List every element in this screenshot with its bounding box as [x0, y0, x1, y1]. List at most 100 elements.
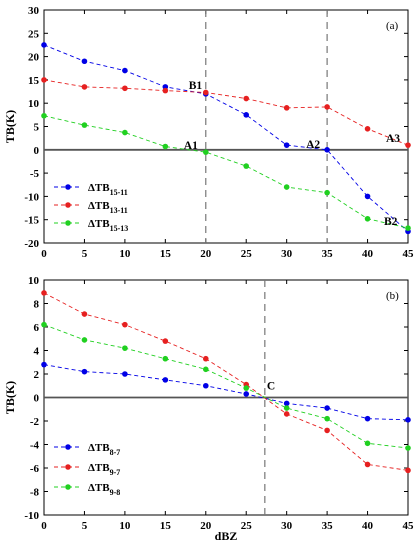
data-point: [405, 417, 411, 423]
data-point: [324, 104, 330, 110]
series-line-15-11: [43, 44, 409, 232]
data-point: [405, 142, 411, 148]
y-tick-label: 4: [34, 346, 40, 358]
y-tick-label: -20: [24, 238, 39, 250]
y-tick-label: 10: [28, 275, 40, 287]
y-tick-label: -10: [24, 510, 39, 522]
x-tick-label: 35: [322, 248, 334, 260]
y-tick-label: 25: [28, 28, 40, 40]
annotation-label: B1: [189, 80, 203, 92]
data-point: [283, 411, 290, 417]
data-point: [364, 440, 371, 447]
data-point: [243, 95, 250, 102]
y-axis-label: TB(K): [3, 381, 17, 414]
y-tick-label: -2: [30, 416, 40, 428]
data-point: [283, 105, 290, 111]
data-point: [122, 321, 128, 328]
data-point: [202, 149, 209, 155]
data-point: [405, 445, 411, 451]
series-line-9-7: [43, 292, 409, 471]
legend-entry: ΔTB13-11: [88, 200, 128, 215]
y-tick-label: 2: [34, 369, 40, 381]
y-tick-label: -4: [30, 440, 40, 452]
data-point: [243, 163, 250, 169]
plot-frame: [43, 9, 409, 244]
data-point: [324, 427, 330, 434]
x-tick-label: 10: [119, 248, 131, 260]
data-point: [243, 385, 250, 391]
x-tick-label: 40: [362, 520, 374, 532]
x-tick-label: 5: [82, 248, 88, 260]
data-point: [283, 142, 290, 148]
data-point: [324, 189, 330, 196]
data-point: [202, 89, 209, 96]
x-tick-label: 0: [41, 248, 47, 260]
x-tick-label: 30: [281, 248, 293, 260]
legend-entry: ΔTB9-8: [88, 482, 120, 497]
y-tick-label: 15: [28, 75, 40, 87]
legend-entry: ΔTB9-7: [88, 462, 120, 477]
panel-label: (a): [386, 20, 399, 32]
data-point: [283, 400, 290, 407]
panel-a: 0 5 10 15 20 25 30 35 40 45 30 25 20 15 10 5 0 -5 -10 -15 -2…: [3, 5, 414, 260]
y-tick-label: -6: [30, 463, 40, 475]
data-point: [405, 467, 411, 474]
data-point: [41, 361, 47, 368]
data-point: [41, 42, 47, 48]
data-point: [283, 405, 290, 411]
data-point: [202, 355, 209, 362]
data-point: [41, 321, 47, 328]
legend-marker: [65, 444, 71, 450]
x-tick-label: 45: [403, 520, 415, 532]
x-axis-label: dBZ: [215, 529, 238, 543]
annotation-label: C: [267, 381, 275, 393]
annotation-label: A2: [306, 139, 320, 151]
data-point: [162, 87, 169, 94]
legend-marker: [65, 220, 71, 226]
y-tick-label: 0: [34, 145, 40, 157]
y-tick-label: 8: [34, 299, 40, 311]
data-point: [243, 391, 250, 397]
legend-marker: [65, 202, 71, 208]
x-tick-label: 5: [82, 520, 88, 532]
data-point: [405, 225, 411, 231]
annotation-label: B2: [384, 216, 398, 228]
panel-label: (b): [386, 290, 399, 302]
data-point: [41, 290, 47, 296]
legend-entry: ΔTB15-11: [88, 182, 128, 197]
y-tick-label: 20: [28, 52, 40, 64]
data-point: [41, 77, 47, 83]
data-point: [122, 67, 128, 74]
annotation-label: A1: [184, 140, 198, 152]
data-point: [41, 112, 47, 119]
x-tick-label: 45: [403, 248, 415, 260]
x-tick-label: 20: [200, 520, 212, 532]
data-point: [122, 371, 128, 377]
data-point: [122, 345, 128, 351]
series-line-8-7: [43, 364, 409, 421]
y-tick-label: 5: [34, 122, 40, 134]
data-point: [81, 58, 88, 65]
y-tick-label: 10: [28, 98, 40, 110]
legend-entry: ΔTB15-13: [88, 218, 128, 233]
data-point: [162, 143, 169, 150]
y-tick-label: -10: [24, 191, 39, 203]
x-tick-label: 35: [322, 520, 334, 532]
data-point: [81, 368, 88, 375]
series-line-13-11: [43, 79, 409, 146]
data-point: [162, 377, 169, 383]
data-point: [202, 366, 209, 373]
data-point: [324, 147, 330, 153]
data-point: [81, 337, 88, 343]
data-point: [162, 338, 169, 344]
data-point: [324, 415, 330, 422]
x-tick-label: 10: [119, 520, 131, 532]
data-point: [364, 126, 371, 132]
data-point: [202, 382, 209, 389]
data-point: [81, 122, 88, 128]
x-tick-label: 25: [241, 520, 253, 532]
data-point: [243, 112, 250, 118]
y-tick-label: -15: [24, 215, 39, 227]
x-tick-label: 0: [41, 520, 47, 532]
